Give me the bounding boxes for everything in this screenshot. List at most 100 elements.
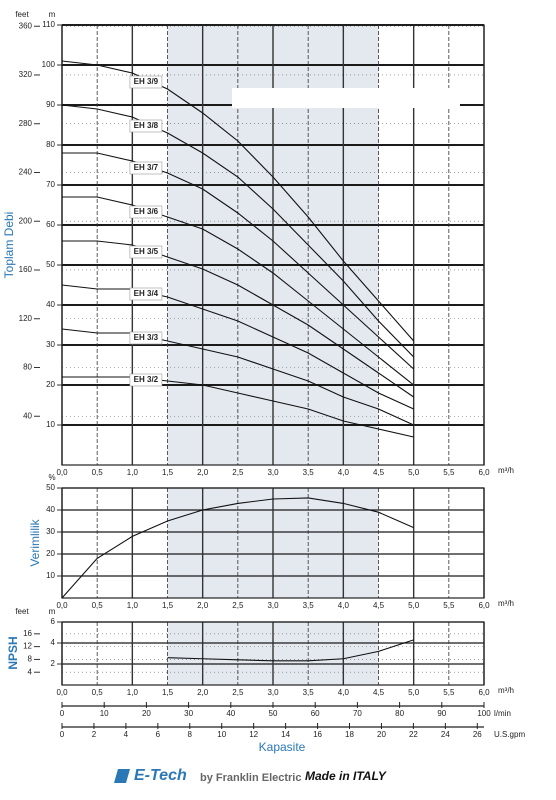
x-tick-label: 0,5 [92, 601, 104, 610]
flow-tick-label: 26 [473, 730, 482, 739]
x-tick-label: 3,0 [267, 601, 279, 610]
x-tick-label: 4,0 [338, 688, 350, 697]
x-tick-label: 1,5 [162, 601, 174, 610]
x-tick-label: 4,5 [373, 688, 385, 697]
curve-label: EH 3/3 [134, 333, 159, 342]
flow-tick-label: 0 [60, 709, 65, 718]
y2-tick-label: 8 [28, 655, 33, 664]
curve [61, 104, 415, 358]
y-axis-title: NPSH [6, 636, 20, 669]
flow-tick-label: 20 [377, 730, 386, 739]
flow-tick-label: 16 [313, 730, 322, 739]
curve [61, 328, 414, 426]
company: by Franklin Electric [200, 772, 301, 784]
flow-tick-label: 40 [226, 709, 235, 718]
x-tick-label: 1,5 [162, 688, 174, 697]
y-tick-label: 6 [51, 617, 56, 626]
x-tick-label: 4,5 [373, 468, 385, 477]
curve-label: EH 3/6 [134, 207, 159, 216]
plot-frame [61, 487, 485, 599]
y-tick-label: 30 [46, 340, 55, 349]
x-tick-label: 4,5 [373, 601, 385, 610]
x-tick-label: 2,0 [197, 688, 209, 697]
x-tick-label: 6,0 [478, 468, 490, 477]
x-tick-label: 3,5 [303, 601, 315, 610]
x-tick-label: 2,0 [197, 601, 209, 610]
curve-label: EH 3/8 [134, 121, 159, 130]
y2-unit-label: feet [15, 10, 29, 19]
y-tick-label: 60 [46, 220, 55, 229]
x-axis-title: Kapasite [259, 740, 306, 754]
y-tick-label: 4 [51, 638, 56, 647]
curve-label-box [129, 119, 163, 133]
y-tick-label: 50 [46, 483, 55, 492]
y-tick-label: 40 [46, 300, 55, 309]
y2-tick-label: 120 [19, 314, 33, 323]
y-unit-label: m [49, 607, 56, 616]
curve [61, 284, 414, 410]
y2-tick-label: 200 [19, 216, 33, 225]
y2-tick-label: 280 [19, 119, 33, 128]
curve-label-box [129, 161, 163, 175]
curve-label: EH 3/5 [134, 247, 159, 256]
y-tick-label: 2 [51, 659, 56, 668]
y-tick-label: 80 [46, 140, 55, 149]
flow-tick-label: 22 [409, 730, 418, 739]
curve-label: EH 3/9 [134, 77, 159, 86]
curve-label-box [129, 75, 163, 89]
y-tick-label: 70 [46, 180, 55, 189]
x-tick-label: 3,5 [303, 468, 315, 477]
curve [167, 639, 414, 662]
y2-tick-label: 320 [19, 70, 33, 79]
logo-icon [114, 769, 130, 783]
y2-tick-label: 4 [28, 667, 33, 676]
x-unit-label: m³/h [498, 686, 514, 695]
flow-tick-label: 24 [441, 730, 450, 739]
x-tick-label: 2,5 [232, 468, 244, 477]
y-tick-label: 10 [46, 420, 55, 429]
y-axis-title: Verimlilik [28, 518, 42, 566]
x-tick-label: 1,0 [127, 688, 139, 697]
y2-tick-label: 160 [19, 265, 33, 274]
y2-tick-label: 12 [23, 642, 32, 651]
x-tick-label: 4,0 [338, 601, 350, 610]
x-tick-label: 0,5 [92, 688, 104, 697]
y2-tick-label: 80 [23, 363, 32, 372]
curve-label: EH 3/7 [134, 163, 159, 172]
flow-unit-label: U.S.gpm [494, 730, 525, 739]
x-tick-label: 5,5 [443, 468, 455, 477]
x-tick-label: 1,0 [127, 468, 139, 477]
x-tick-label: 0,0 [56, 688, 68, 697]
flow-tick-label: 4 [124, 730, 129, 739]
x-tick-label: 5,5 [443, 601, 455, 610]
x-tick-label: 2,5 [232, 601, 244, 610]
curve-label-box [129, 373, 163, 387]
y-tick-label: 50 [46, 260, 55, 269]
curve-label-box [129, 287, 163, 301]
x-tick-label: 5,0 [408, 468, 420, 477]
x-tick-label: 3,0 [267, 688, 279, 697]
y2-tick-label: 16 [23, 629, 32, 638]
curve [62, 196, 415, 386]
flow-tick-label: 0 [60, 730, 65, 739]
curve-label-box [129, 205, 163, 219]
y-tick-label: 40 [46, 505, 55, 514]
brand: E-Tech [134, 767, 187, 784]
y2-tick-label: 360 [19, 21, 33, 30]
x-tick-label: 4,0 [338, 468, 350, 477]
x-tick-label: 3,5 [303, 688, 315, 697]
y2-unit-label: feet [15, 607, 29, 616]
curve [62, 152, 415, 370]
plot-frame [61, 621, 485, 686]
y-axis-title: Toplam Debi [2, 212, 16, 279]
curve-label-box [129, 331, 163, 345]
flow-tick-label: 10 [217, 730, 226, 739]
x-tick-label: 1,5 [162, 468, 174, 477]
x-tick-label: 5,5 [443, 688, 455, 697]
flow-tick-label: 14 [281, 730, 290, 739]
curve [62, 240, 414, 398]
flow-tick-label: 2 [92, 730, 97, 739]
y-tick-label: 90 [46, 100, 55, 109]
x-tick-label: 1,0 [127, 601, 139, 610]
